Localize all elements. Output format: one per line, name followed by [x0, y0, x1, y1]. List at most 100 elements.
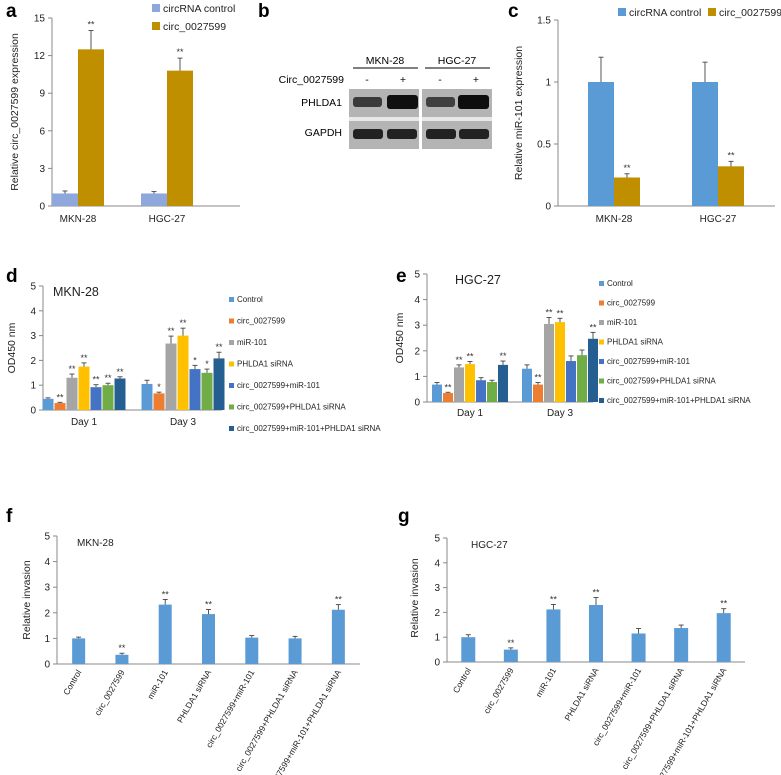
legend-label: circ_0027599+miR-101 — [237, 381, 320, 390]
y-axis-title: OD450 nm — [394, 312, 406, 363]
bar-1-2 — [141, 383, 153, 410]
legend-swatch — [152, 4, 160, 12]
x-tick-label: circ_0027599 — [481, 666, 515, 715]
x-tick-label: Control — [61, 668, 83, 697]
legend-swatch — [229, 361, 234, 367]
y-tick-label: 1 — [44, 634, 50, 645]
blot-band-phlda1-4 — [458, 95, 489, 109]
significance-label: ** — [92, 375, 100, 385]
x-tick-label: Control — [451, 666, 473, 695]
y-tick-label: 2 — [30, 356, 36, 367]
y-tick-label: 0 — [44, 660, 50, 671]
legend-label: circ_0027599 — [237, 317, 286, 326]
y-axis-title: Relative invasion — [409, 558, 421, 638]
significance-label: ** — [118, 643, 126, 653]
blot-band-phlda1-1 — [353, 97, 382, 107]
y-tick-label: 0 — [414, 398, 420, 409]
bar-1-1 — [52, 193, 78, 206]
x-tick-label: circ_0027599 — [92, 668, 126, 717]
legend-label: Control — [607, 279, 633, 288]
legend-swatch — [599, 359, 604, 364]
significance-label: ** — [589, 322, 597, 332]
significance-label: ** — [455, 355, 463, 365]
blot-band-gapdh-3 — [426, 129, 456, 139]
x-tick-label: miR-101 — [533, 666, 558, 699]
bar-6 — [674, 628, 689, 662]
x-tick-label: PHLDA1 siRNA — [175, 668, 214, 725]
y-tick-label: 0.5 — [537, 140, 551, 151]
blot-band-gapdh-4 — [459, 129, 489, 139]
blot-sign-2: + — [400, 74, 406, 86]
significance-label: ** — [167, 326, 175, 336]
bar-1-2 — [692, 82, 718, 206]
bar-5-1 — [476, 380, 486, 402]
bar-7-1 — [114, 378, 126, 410]
legend-label: circRNA control — [629, 7, 701, 19]
bar-2-1 — [78, 49, 104, 207]
y-axis-title: Relative circ_0027599 expression — [9, 33, 21, 191]
y-tick-label: 3 — [39, 164, 45, 175]
bar-1-2 — [522, 368, 532, 402]
bar-1-1 — [42, 398, 54, 410]
blot-protein-label-2: GAPDH — [305, 127, 342, 139]
bar-2-2 — [167, 70, 193, 206]
legend-label: circ_0027599+PHLDA1 siRNA — [237, 403, 346, 412]
y-tick-label: 0 — [545, 202, 551, 213]
legend-swatch — [229, 318, 234, 324]
x-tick-label: circ_0027599+miR-101 — [591, 666, 644, 748]
y-tick-label: 3 — [44, 583, 50, 594]
significance-label: * — [205, 359, 209, 369]
significance-label: * — [157, 382, 161, 392]
bar-5-2 — [189, 369, 201, 410]
chart-c: 0 0.5 1 1.5 Relative miR-101 expression ** MKN… — [513, 7, 781, 225]
y-tick-label: 9 — [39, 89, 45, 100]
bar-3-2 — [544, 323, 554, 402]
y-tick-label: 1 — [545, 78, 551, 89]
significance-label: ** — [80, 353, 88, 363]
legend-label: miR-101 — [237, 338, 268, 347]
y-tick-label: 5 — [434, 534, 440, 545]
chart-title: MKN-28 — [77, 538, 114, 549]
y-tick-label: 0 — [434, 658, 440, 669]
legend-swatch — [229, 297, 234, 302]
legend-label: miR-101 — [607, 318, 638, 327]
legend-label: circ_0027599+miR-101+PHLDA1 siRNA — [607, 396, 751, 405]
y-axis-title: OD450 nm — [6, 322, 18, 373]
bar-7-1 — [498, 364, 508, 402]
y-tick-label: 4 — [434, 558, 440, 569]
bar-4-2 — [555, 322, 565, 402]
bar-3-1 — [66, 377, 78, 410]
y-tick-label: 6 — [39, 126, 45, 137]
significance-label: ** — [87, 20, 95, 30]
bar-4 — [202, 614, 215, 664]
y-tick-label: 2 — [414, 346, 420, 357]
bar-5 — [245, 637, 259, 664]
y-tick-label: 1 — [414, 372, 420, 383]
bar-3-1 — [454, 367, 464, 402]
x-tick-label: HGC-27 — [149, 214, 186, 225]
western-blot-panel: MKN-28 HGC-27 Circ_0027599 - + - + PHLDA… — [279, 55, 492, 149]
legend-label: circ_0027599 — [607, 299, 656, 308]
legend-swatch — [229, 404, 234, 410]
blot-protein-label-1: PHLDA1 — [301, 97, 342, 109]
y-tick-label: 3 — [414, 321, 420, 332]
panel-letter-g: g — [398, 506, 410, 527]
significance-label: ** — [623, 163, 631, 173]
bar-2 — [115, 654, 129, 664]
legend-label: PHLDA1 siRNA — [607, 338, 664, 347]
significance-label: ** — [545, 308, 553, 318]
bar-7-2 — [588, 338, 598, 402]
significance-label: ** — [550, 594, 558, 604]
y-tick-label: 3 — [434, 583, 440, 594]
significance-label: ** — [116, 367, 124, 377]
legend-swatch — [599, 339, 604, 345]
significance-label: ** — [499, 351, 507, 361]
significance-label: * — [193, 355, 197, 365]
bar-7-2 — [213, 358, 225, 410]
legend-swatch — [229, 383, 234, 388]
bar-1-2 — [141, 193, 167, 206]
y-tick-label: 2 — [434, 608, 440, 619]
x-tick-label: MKN-28 — [60, 214, 97, 225]
